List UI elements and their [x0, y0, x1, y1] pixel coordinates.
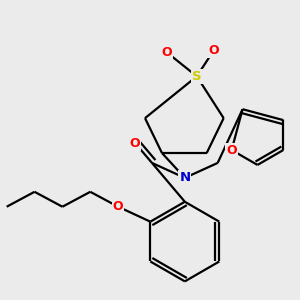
Text: O: O [226, 143, 237, 157]
Text: O: O [162, 46, 172, 59]
Text: O: O [130, 136, 140, 149]
Text: N: N [179, 171, 191, 184]
Text: O: O [113, 200, 124, 213]
Text: S: S [192, 70, 202, 83]
Text: O: O [208, 44, 219, 57]
